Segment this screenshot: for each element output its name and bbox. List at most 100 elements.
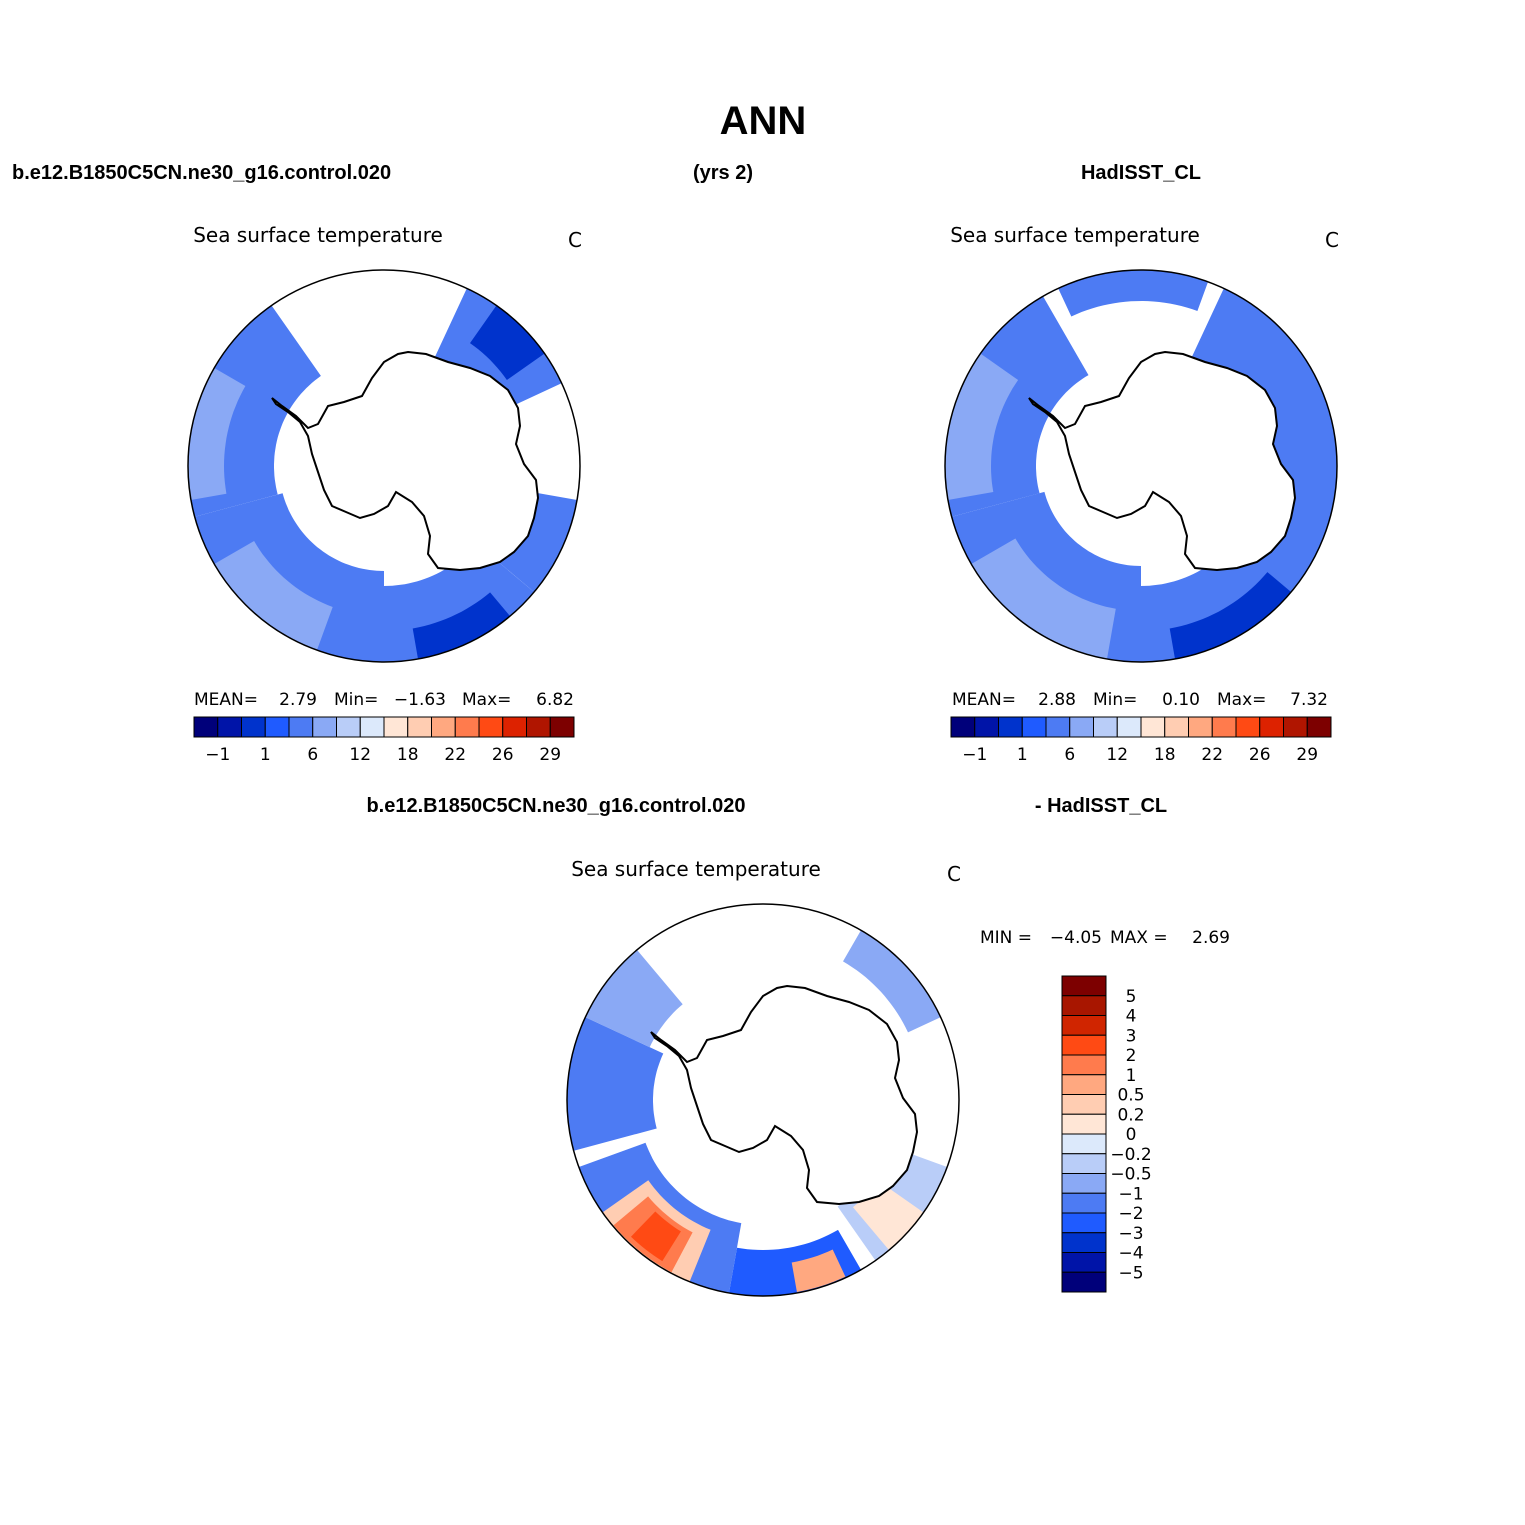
obs-sst-map: [944, 269, 1338, 663]
colorbar-swatch: [1093, 716, 1118, 738]
min-label: MIN =: [980, 928, 1032, 948]
colorbar-swatch: [1283, 716, 1308, 738]
colorbar-tick-label: −1: [1118, 1184, 1143, 1204]
diff-obs-name: - HadISST_CL: [1035, 795, 1167, 817]
obs-panel: Sea surface temperature C MEAN= 2.88 Min…: [944, 223, 1339, 765]
mean-value: 2.88: [1038, 690, 1076, 710]
map-boundary: [187, 269, 581, 663]
sst-contour-band: [843, 926, 945, 1033]
colorbar-swatch: [1259, 716, 1284, 738]
colorbar-tick-label: 0.2: [1117, 1105, 1144, 1125]
colorbar-tick-label: 0.5: [1117, 1086, 1144, 1106]
colorbar-tick-label: 29: [539, 745, 561, 765]
obs-name: HadISST_CL: [1081, 162, 1201, 184]
sst-contour-band: [412, 592, 513, 662]
sst-contour-band: [567, 1015, 664, 1152]
sst-contour-band: [210, 541, 333, 654]
colorbar-tick-label: 4: [1126, 1007, 1137, 1027]
colorbar-swatch: [1061, 1212, 1107, 1234]
colorbar-swatch: [1061, 1173, 1107, 1194]
panel-title: Sea surface temperature: [950, 223, 1200, 247]
panel-units: C: [947, 862, 961, 886]
figure-title: ANN: [720, 99, 807, 143]
colorbar-swatch: [1211, 716, 1237, 738]
sst-contour-band: [581, 946, 683, 1048]
model-stats: MEAN= 2.79 Min= −1.63 Max= 6.82: [194, 690, 574, 710]
colorbar-swatch: [193, 716, 219, 738]
obs-stats: MEAN= 2.88 Min= 0.10 Max= 7.32: [952, 690, 1328, 710]
colorbar-swatch: [1188, 716, 1213, 738]
max-label: MAX =: [1110, 928, 1168, 948]
colorbar-swatch: [1140, 716, 1166, 738]
panel-title: Sea surface temperature: [193, 223, 443, 247]
min-value: −4.05: [1050, 928, 1102, 948]
colorbar-swatch: [1021, 716, 1047, 738]
colorbar-swatch: [1061, 1074, 1107, 1095]
obs-colorbar: −1 1 6 12 18 22 26 29: [950, 716, 1332, 765]
colorbar-tick-label: 5: [1126, 987, 1137, 1007]
mean-value: 2.79: [279, 690, 317, 710]
sst-contour-band: [1191, 284, 1337, 466]
model-sst-map: [187, 269, 581, 663]
colorbar-tick-label: 22: [1201, 745, 1223, 765]
colorbar-swatch: [1061, 1252, 1107, 1273]
min-label: Min=: [334, 690, 378, 710]
colorbar-swatch: [1069, 716, 1094, 738]
colorbar-tick-label: −0.2: [1110, 1145, 1151, 1165]
diff-sst-map: [566, 903, 960, 1297]
colorbar-swatch: [264, 716, 290, 738]
diff-case-name: b.e12.B1850C5CN.ne30_g16.control.020: [366, 795, 745, 817]
colorbar-swatch: [312, 716, 337, 738]
colorbar-swatch: [998, 716, 1023, 738]
mean-label: MEAN=: [952, 690, 1016, 710]
colorbar-swatch: [1306, 716, 1332, 738]
min-value: −1.63: [394, 690, 446, 710]
max-value: 7.32: [1290, 690, 1328, 710]
colorbar-swatch: [1061, 1232, 1107, 1253]
colorbar-tick-label: 2: [1126, 1046, 1137, 1066]
colorbar-swatch: [1061, 1133, 1107, 1155]
colorbar-tick-label: −4: [1118, 1244, 1143, 1264]
colorbar-swatch: [1061, 1054, 1107, 1076]
max-label: Max=: [462, 690, 511, 710]
model-panel: Sea surface temperature C MEAN= 2.79 Min…: [187, 223, 582, 765]
sst-contour-band: [1056, 270, 1210, 317]
sst-contour-band: [967, 538, 1116, 662]
colorbar-swatch: [383, 716, 409, 738]
colorbar-swatch: [1061, 1034, 1107, 1056]
sst-contour-band: [791, 1249, 846, 1292]
colorbar-swatch: [478, 716, 504, 738]
colorbar-swatch: [1235, 716, 1261, 738]
colorbar-swatch: [1061, 1192, 1107, 1214]
sst-contour-band: [631, 1211, 681, 1262]
diff-stats: MIN = −4.05 MAX = 2.69: [980, 928, 1230, 948]
colorbar-swatch: [526, 716, 551, 738]
colorbar-tick-label: 1: [1017, 745, 1028, 765]
map-boundary: [944, 269, 1338, 663]
colorbar-swatch: [1164, 716, 1189, 738]
colorbar-swatch: [1061, 975, 1107, 997]
colorbar-swatch: [336, 716, 361, 738]
max-value: 6.82: [536, 690, 574, 710]
diff-panel: Sea surface temperature C MIN = −4.05 MA…: [566, 857, 1230, 1297]
panel-title: Sea surface temperature: [571, 857, 821, 881]
colorbar-swatch: [1061, 995, 1107, 1016]
colorbar-tick-label: −0.5: [1110, 1165, 1151, 1185]
colorbar-swatch: [1116, 716, 1142, 738]
panel-units: C: [568, 228, 582, 252]
colorbar-swatch: [1061, 1015, 1107, 1036]
colorbar-tick-label: 1: [260, 745, 271, 765]
colorbar-swatch: [1061, 1113, 1107, 1135]
colorbar-tick-label: 22: [444, 745, 466, 765]
colorbar-swatch: [950, 716, 976, 738]
panel-units: C: [1325, 228, 1339, 252]
colorbar-tick-label: −1: [205, 745, 230, 765]
colorbar-tick-label: 26: [1249, 745, 1271, 765]
antarctica-coastline: [271, 351, 539, 571]
sst-contour-band: [1169, 572, 1295, 662]
colorbar-swatch: [974, 716, 999, 738]
colorbar-tick-label: 18: [1154, 745, 1176, 765]
colorbar-tick-label: 26: [492, 745, 514, 765]
colorbar-tick-label: −2: [1118, 1204, 1143, 1224]
